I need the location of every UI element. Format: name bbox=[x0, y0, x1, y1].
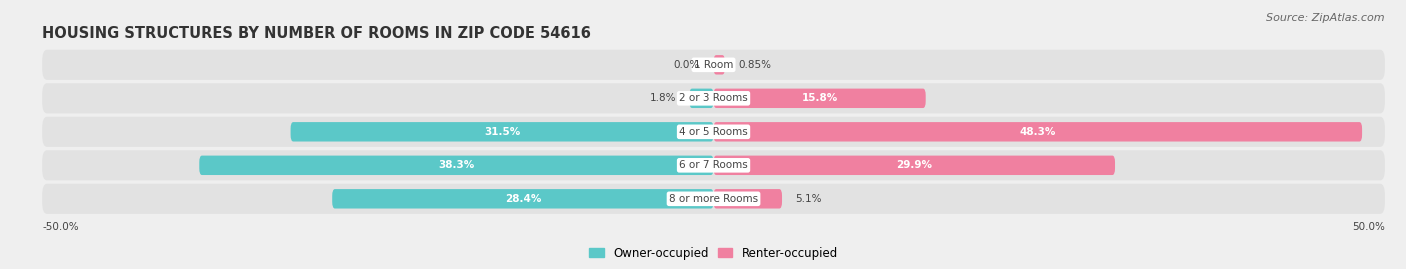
FancyBboxPatch shape bbox=[42, 117, 1385, 147]
FancyBboxPatch shape bbox=[689, 89, 713, 108]
Legend: Owner-occupied, Renter-occupied: Owner-occupied, Renter-occupied bbox=[585, 242, 842, 264]
Text: 48.3%: 48.3% bbox=[1019, 127, 1056, 137]
Text: 15.8%: 15.8% bbox=[801, 93, 838, 103]
FancyBboxPatch shape bbox=[332, 189, 713, 208]
Text: HOUSING STRUCTURES BY NUMBER OF ROOMS IN ZIP CODE 54616: HOUSING STRUCTURES BY NUMBER OF ROOMS IN… bbox=[42, 26, 591, 41]
Text: 0.0%: 0.0% bbox=[673, 60, 700, 70]
Text: 38.3%: 38.3% bbox=[439, 160, 475, 170]
FancyBboxPatch shape bbox=[200, 155, 713, 175]
Text: 31.5%: 31.5% bbox=[484, 127, 520, 137]
Text: 28.4%: 28.4% bbox=[505, 194, 541, 204]
Text: -50.0%: -50.0% bbox=[42, 222, 79, 232]
Text: 0.85%: 0.85% bbox=[738, 60, 772, 70]
FancyBboxPatch shape bbox=[42, 184, 1385, 214]
Text: 6 or 7 Rooms: 6 or 7 Rooms bbox=[679, 160, 748, 170]
FancyBboxPatch shape bbox=[42, 50, 1385, 80]
FancyBboxPatch shape bbox=[713, 55, 725, 75]
Text: Source: ZipAtlas.com: Source: ZipAtlas.com bbox=[1267, 13, 1385, 23]
FancyBboxPatch shape bbox=[713, 89, 925, 108]
Text: 8 or more Rooms: 8 or more Rooms bbox=[669, 194, 758, 204]
FancyBboxPatch shape bbox=[291, 122, 713, 141]
Text: 1.8%: 1.8% bbox=[650, 93, 676, 103]
Text: 29.9%: 29.9% bbox=[896, 160, 932, 170]
FancyBboxPatch shape bbox=[42, 150, 1385, 180]
Text: 2 or 3 Rooms: 2 or 3 Rooms bbox=[679, 93, 748, 103]
Text: 4 or 5 Rooms: 4 or 5 Rooms bbox=[679, 127, 748, 137]
FancyBboxPatch shape bbox=[713, 122, 1362, 141]
Text: 50.0%: 50.0% bbox=[1353, 222, 1385, 232]
Text: 1 Room: 1 Room bbox=[693, 60, 734, 70]
FancyBboxPatch shape bbox=[713, 155, 1115, 175]
FancyBboxPatch shape bbox=[713, 189, 782, 208]
Text: 5.1%: 5.1% bbox=[796, 194, 823, 204]
FancyBboxPatch shape bbox=[42, 83, 1385, 114]
